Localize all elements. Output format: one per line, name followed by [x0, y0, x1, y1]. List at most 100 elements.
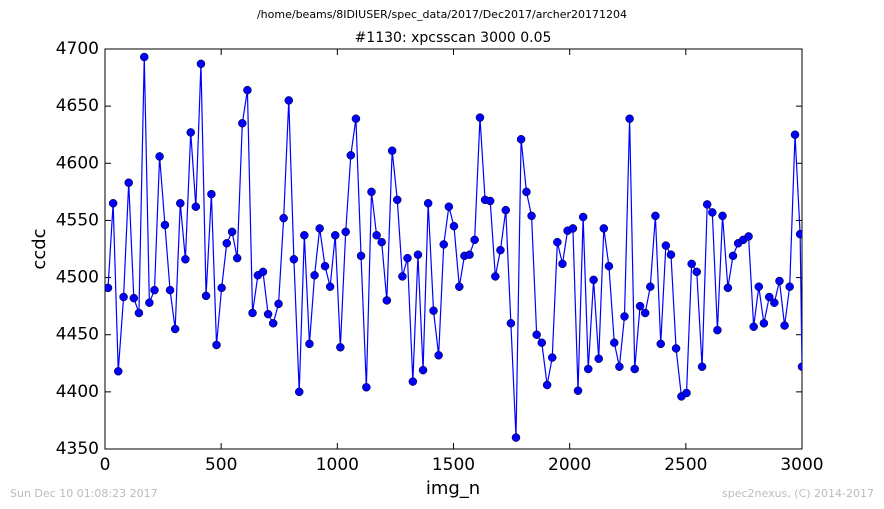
- data-point: [305, 339, 314, 349]
- data-point: [553, 237, 562, 247]
- data-point: [145, 298, 154, 307]
- data-point: [511, 433, 521, 442]
- data-point: [444, 202, 454, 211]
- data-point: [336, 343, 345, 352]
- y-tick-label: 4450: [56, 325, 99, 345]
- data-point: [718, 211, 727, 221]
- data-point: [346, 151, 356, 160]
- data-point: [666, 250, 676, 259]
- plot-frame: [104, 48, 803, 450]
- data-point: [527, 211, 536, 221]
- y-tick-label: 4600: [56, 153, 99, 173]
- data-point: [155, 152, 164, 161]
- data-point: [646, 282, 655, 291]
- data-point: [268, 319, 278, 328]
- data-point: [300, 231, 309, 240]
- data-point: [362, 383, 371, 392]
- data-point: [170, 324, 180, 334]
- data-point: [413, 250, 423, 259]
- y-tick-label: 4550: [56, 210, 99, 230]
- data-point: [108, 199, 118, 208]
- data-point: [439, 240, 448, 249]
- data-point: [387, 146, 397, 155]
- data-point: [418, 365, 428, 375]
- data-point: [465, 250, 474, 259]
- data-point: [661, 241, 671, 250]
- y-tick-label: 4400: [56, 382, 99, 402]
- x-tick-label: 0: [100, 455, 111, 475]
- data-point: [692, 267, 702, 277]
- suptitle: /home/beams/8IDIUSER/spec_data/2017/Dec2…: [257, 8, 627, 21]
- data-point: [398, 272, 407, 281]
- data-point: [687, 259, 696, 269]
- data-point: [475, 113, 485, 122]
- data-point: [165, 285, 175, 295]
- data-point: [754, 282, 764, 291]
- data-point: [682, 388, 691, 398]
- data-point: [429, 306, 438, 315]
- footer-left: Sun Dec 10 01:08:23 2017: [10, 487, 158, 500]
- data-point: [522, 187, 531, 197]
- data-point: [382, 296, 392, 305]
- data-point: [186, 128, 195, 137]
- data-point: [702, 200, 712, 209]
- data-point: [196, 59, 206, 69]
- data-point: [403, 253, 412, 263]
- data-point: [749, 322, 758, 331]
- data-point: [599, 224, 609, 233]
- data-point: [289, 255, 299, 264]
- data-point: [759, 319, 769, 328]
- data-point: [294, 387, 304, 397]
- data-point: [651, 211, 660, 221]
- data-point: [217, 283, 226, 293]
- data-point: [615, 362, 624, 371]
- data-point: [315, 224, 324, 233]
- data-point: [744, 232, 753, 241]
- data-point: [258, 267, 268, 277]
- x-tick-label: 2000: [548, 455, 591, 475]
- data-point: [635, 301, 645, 311]
- data-point: [604, 261, 614, 271]
- data-point: [578, 212, 588, 222]
- data-point: [558, 259, 567, 269]
- data-point: [573, 386, 583, 395]
- data-point: [506, 319, 516, 328]
- data-point: [708, 208, 717, 217]
- data-point: [449, 221, 459, 231]
- data-point: [625, 114, 634, 123]
- data-point: [516, 135, 526, 144]
- data-point: [351, 114, 361, 123]
- data-point: [279, 213, 288, 223]
- data-point: [105, 283, 113, 293]
- data-point: [496, 245, 505, 255]
- data-point: [423, 199, 433, 208]
- data-point: [656, 339, 665, 349]
- data-point: [584, 364, 593, 374]
- data-point: [227, 227, 237, 237]
- data-point: [372, 231, 381, 240]
- data-point: [377, 237, 386, 247]
- data-point: [232, 253, 242, 263]
- data-point: [263, 309, 273, 319]
- data-point: [284, 96, 294, 105]
- data-point: [630, 364, 639, 374]
- data-point: [129, 293, 139, 303]
- data-point: [568, 224, 578, 233]
- data-point: [201, 291, 211, 301]
- data-point: [408, 377, 418, 386]
- data-point: [124, 178, 133, 187]
- data-point: [501, 205, 511, 215]
- data-point: [780, 321, 789, 330]
- data-point: [325, 282, 335, 291]
- x-tick-label: 3000: [780, 455, 823, 475]
- data-point: [140, 52, 149, 62]
- plot-area: [105, 52, 802, 442]
- data-point: [620, 312, 629, 321]
- data-point: [160, 220, 170, 230]
- data-point: [775, 276, 784, 286]
- data-point: [191, 202, 201, 211]
- data-point: [222, 239, 231, 248]
- data-point: [176, 199, 185, 208]
- data-point: [320, 261, 330, 271]
